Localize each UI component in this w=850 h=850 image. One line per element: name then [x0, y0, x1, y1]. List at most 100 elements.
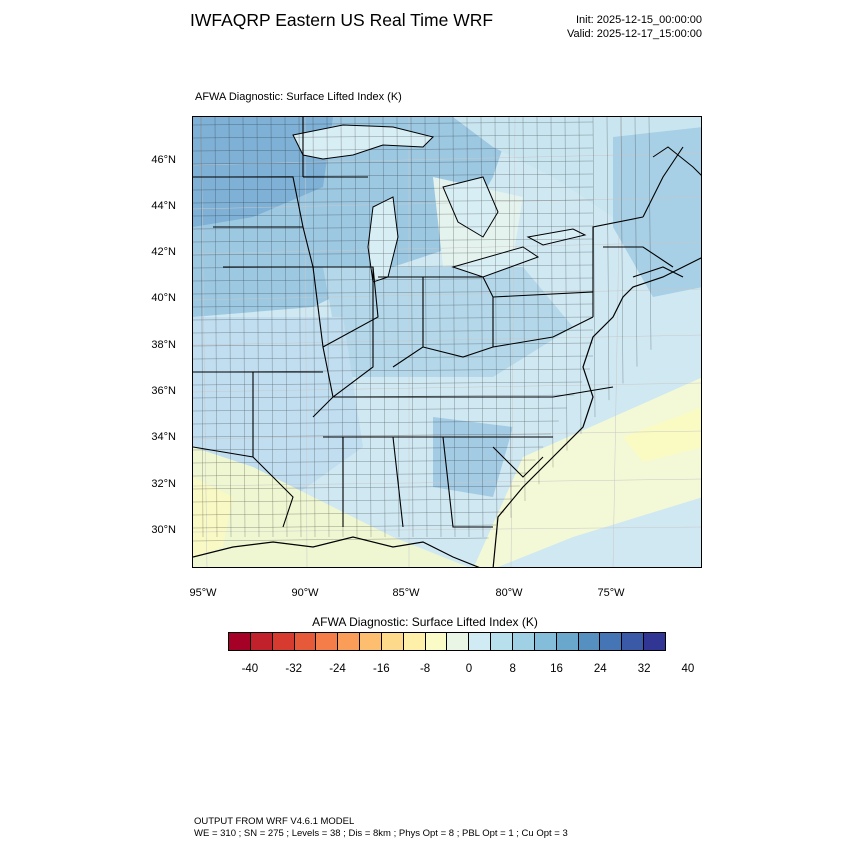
colorbar-swatch [644, 633, 665, 650]
county-line [606, 117, 610, 401]
colorbar-swatch [534, 633, 557, 650]
county-line [368, 117, 372, 538]
colorbar-swatch [250, 633, 273, 650]
county-line [214, 117, 218, 538]
colorbar-tick-label: 0 [465, 663, 473, 675]
county-line [620, 117, 624, 384]
graticule [193, 117, 701, 567]
colorbar-swatch [272, 633, 295, 650]
county-line [193, 342, 594, 347]
colorbar-swatch [469, 633, 492, 650]
colorbar-swatch [600, 633, 623, 650]
county-line [256, 117, 260, 538]
county-line [193, 472, 528, 477]
county-line [200, 117, 204, 538]
colorbar-swatch [491, 633, 513, 650]
lon-label-80: 80°W [495, 587, 523, 599]
county-line [193, 186, 594, 191]
colorbar-swatch [447, 633, 470, 650]
county-line [193, 498, 513, 503]
county-line [410, 117, 414, 538]
colorbar-swatch [622, 633, 645, 650]
colorbar-swatch [381, 633, 404, 650]
field-region-ohio-valley [323, 267, 573, 377]
lon-label-90: 90°W [291, 587, 319, 599]
county-line [564, 117, 568, 451]
colorbar-tick-label: -8 [419, 663, 431, 675]
county-boundaries [193, 117, 652, 542]
county-line [438, 117, 442, 538]
county-line [193, 446, 544, 451]
field-region-offshore-yellow [623, 407, 701, 462]
map-svg [193, 117, 701, 567]
field-region-northeast [613, 127, 701, 297]
field-region-atlantic-warm [473, 377, 701, 567]
county-line [193, 251, 594, 256]
county-line [326, 117, 330, 538]
county-line [193, 485, 520, 490]
county-line [242, 117, 246, 538]
colorbar-title: AFWA Diagnostic: Surface Lifted Index (K… [312, 615, 538, 629]
colorbar-swatch [425, 633, 448, 650]
colorbar-swatch [512, 633, 535, 650]
lake-superior [292, 124, 434, 160]
maine-coast [652, 146, 701, 176]
county-line [193, 303, 594, 308]
county-line [193, 355, 594, 360]
county-line [193, 264, 594, 269]
county-line [193, 381, 583, 386]
lat-label-44: 44°N [151, 200, 176, 212]
colorbar-swatch [316, 633, 339, 650]
state-boundaries [193, 117, 684, 528]
lat-label-30: 30°N [151, 524, 176, 536]
county-line [634, 117, 638, 367]
plot-title: IWFAQRP Eastern US Real Time WRF [190, 10, 494, 30]
county-line [193, 147, 594, 152]
lat-label-32: 32°N [151, 478, 176, 490]
county-line [284, 117, 288, 538]
county-line [494, 117, 498, 535]
lat-label-34: 34°N [151, 431, 176, 443]
county-line [193, 433, 552, 438]
county-line [193, 368, 591, 373]
county-line [592, 117, 596, 418]
county-line [193, 134, 594, 139]
county-line [382, 117, 386, 538]
footer-config-line: WE = 310 ; SN = 275 ; Levels = 38 ; Dis … [194, 828, 568, 839]
county-line [452, 117, 456, 538]
lake-ontario [526, 228, 587, 246]
county-line [193, 238, 594, 243]
footer-model-line: OUTPUT FROM WRF V4.6.1 MODEL [194, 816, 355, 827]
county-line [193, 199, 594, 204]
county-line [550, 117, 554, 468]
colorbar [228, 632, 666, 651]
colorbar-tick-label: -24 [329, 663, 346, 675]
county-line [193, 316, 594, 321]
county-line [312, 117, 316, 538]
lake-erie [451, 246, 540, 278]
county-line [193, 160, 594, 165]
colorbar-tick-label: 24 [593, 663, 607, 675]
county-line [193, 329, 594, 334]
colorbar-swatch [338, 633, 361, 650]
lat-label-46: 46°N [151, 154, 176, 166]
lake-huron [442, 176, 499, 238]
valid-time: Valid: 2025-12-17_15:00:00 [567, 28, 702, 40]
lat-label-40: 40°N [151, 292, 176, 304]
field-region-south-central [193, 317, 363, 497]
lat-label-42: 42°N [151, 246, 176, 258]
county-line [193, 420, 559, 425]
colorbar-swatch [229, 633, 251, 650]
lon-label-95: 95°W [189, 587, 217, 599]
colorbar-tick-label: 8 [509, 663, 516, 675]
field-label: AFWA Diagnostic: Surface Lifted Index (K… [195, 91, 402, 103]
county-line [424, 117, 428, 538]
colorbar-swatch [403, 633, 426, 650]
county-line [193, 225, 594, 230]
county-line [193, 407, 567, 412]
colorbar-tick-label: -32 [285, 663, 302, 675]
county-line [466, 117, 470, 538]
init-time: Init: 2025-12-15_00:00:00 [576, 14, 702, 26]
county-line [193, 537, 489, 542]
lon-label-75: 75°W [597, 587, 625, 599]
